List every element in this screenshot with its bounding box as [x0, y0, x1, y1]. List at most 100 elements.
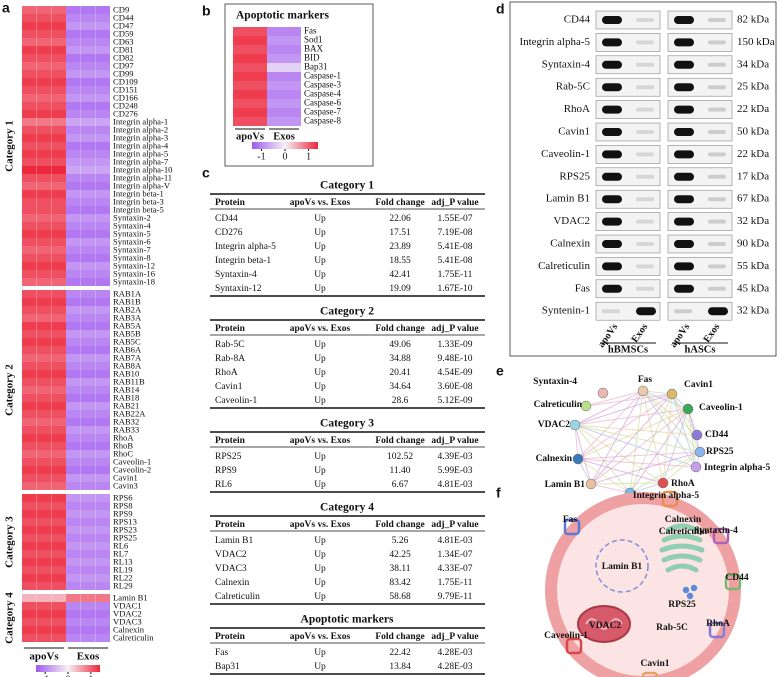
table-cell: 34.64 — [389, 382, 411, 392]
table-cell: Up — [314, 564, 326, 574]
heatmap-cell — [233, 99, 267, 108]
network-node — [657, 477, 669, 489]
blot-band — [602, 240, 622, 248]
table-cell: Caveolin-1 — [215, 396, 257, 406]
heatmap-cell — [66, 618, 110, 626]
table-title: Category 4 — [320, 502, 374, 514]
blot-band — [602, 195, 622, 204]
blot-band — [708, 152, 726, 157]
network-edge — [577, 451, 701, 460]
network-edge — [687, 408, 701, 453]
row-label: Integrin alpha-4 — [113, 140, 169, 150]
blot-strip — [667, 301, 733, 321]
cell-label: VDAC2 — [589, 621, 621, 631]
table-cell: VDAC2 — [215, 550, 247, 560]
heatmap-cell — [66, 594, 110, 602]
heatmap-cell — [66, 14, 110, 22]
network-edge — [629, 393, 673, 494]
blot-strip — [595, 212, 661, 231]
heatmap-cell — [22, 14, 66, 22]
heatmap-cell — [22, 542, 66, 550]
table-cell: 22.06 — [389, 214, 411, 224]
heatmap-cell — [22, 626, 66, 634]
table-header: apoVs vs. Exos — [290, 198, 351, 208]
heatmap-cell — [22, 290, 66, 298]
row-label: RL13 — [113, 556, 133, 566]
table-cell: Up — [314, 550, 326, 560]
size-label: 32 kDa — [737, 215, 769, 227]
size-label: 22 kDa — [737, 148, 769, 160]
row-label: Integrin alpha-1 — [113, 116, 168, 126]
table-cell: RhoA — [215, 368, 238, 378]
table-cell: 4.81E-03 — [437, 480, 472, 490]
blot-strip — [595, 55, 661, 75]
network-edge — [574, 424, 698, 436]
panel-label: f — [496, 485, 501, 501]
row-label: CD63 — [113, 36, 134, 46]
heatmap-cell — [22, 450, 66, 458]
blot-band — [636, 18, 654, 22]
heatmap-cell — [66, 46, 110, 54]
table-cell: Up — [314, 256, 326, 266]
blot-strip — [595, 145, 661, 164]
heatmap-cell — [66, 518, 110, 526]
blot-strip — [667, 212, 733, 231]
heatmap-cell — [66, 54, 110, 62]
blot-strip — [667, 279, 733, 299]
table-cell: 23.89 — [389, 242, 411, 252]
node-label: RPS25 — [706, 447, 734, 457]
colorbar-tick-label: 0 — [66, 674, 71, 677]
row-label: CD166 — [113, 92, 139, 102]
row-label: CD59 — [113, 28, 134, 38]
heatmap-cell — [66, 362, 110, 370]
row-label: Fas — [304, 26, 317, 36]
heatmap-cell — [233, 63, 267, 72]
membrane-receptor — [708, 621, 726, 639]
row-label: Integrin alpha-V — [113, 180, 171, 190]
table-header: Fold change — [375, 436, 424, 446]
ribosome — [686, 592, 694, 600]
row-label: RPS9 — [113, 508, 133, 518]
table-cell: Up — [314, 284, 326, 294]
heatmap-cell — [66, 214, 110, 222]
heatmap-cell — [22, 262, 66, 270]
heatmap-cell — [66, 222, 110, 230]
panel-label: d — [496, 1, 505, 17]
colorbar-tick-label: 1 — [88, 674, 93, 677]
table-cell: Up — [314, 452, 326, 462]
heatmap-cell — [22, 550, 66, 558]
cell-label: hBMSCs — [608, 344, 648, 355]
blot-band — [674, 105, 694, 114]
group-label: apoVs — [236, 131, 264, 142]
blot-strip — [667, 122, 733, 142]
size-label: 17 kDa — [737, 170, 769, 182]
heatmap-cell — [66, 38, 110, 46]
row-label: VDAC3 — [113, 616, 142, 626]
row-label: RAB22A — [113, 408, 146, 418]
table-header: adj_P value — [431, 198, 478, 208]
heatmap-cell — [22, 222, 66, 230]
table-header: adj_P value — [431, 632, 478, 642]
heatmap-cell — [66, 118, 110, 126]
heatmap-cell — [22, 150, 66, 158]
protein-label: RPS25 — [559, 170, 590, 182]
table-cell: 83.42 — [389, 578, 411, 588]
heatmap-cell — [22, 62, 66, 70]
cell-label: Cavin1 — [640, 659, 669, 669]
heatmap-cell — [66, 634, 110, 642]
heatmap-cell — [267, 90, 301, 99]
row-label: Syntaxin-18 — [113, 276, 155, 286]
row-label: Syntaxin-12 — [113, 260, 155, 270]
table-cell: 4.54E-09 — [437, 368, 472, 378]
heatmap-cell — [66, 386, 110, 394]
group-label: Exos — [77, 651, 100, 663]
blot-band — [708, 62, 726, 67]
heatmap-cell — [22, 86, 66, 94]
row-label: Integrin beta-1 — [113, 188, 164, 198]
row-label: Caveolin-1 — [113, 456, 151, 466]
size-label: 25 kDa — [737, 81, 769, 93]
panel-label: a — [2, 0, 10, 16]
blot-band — [708, 197, 726, 202]
blot-strip — [667, 10, 733, 30]
heatmap-cell — [66, 602, 110, 610]
